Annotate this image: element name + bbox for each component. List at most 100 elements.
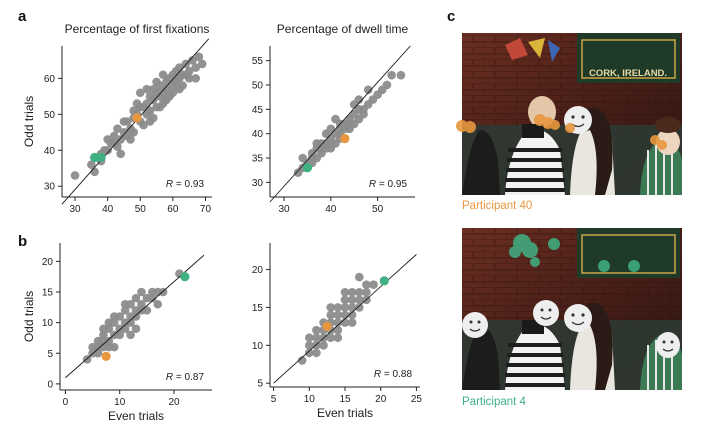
- data-point: [145, 117, 155, 126]
- r-value: = 0.95: [376, 179, 407, 190]
- y-tick-label: 50: [252, 80, 264, 91]
- data-point: [99, 330, 108, 340]
- bar-sign-text: CORK, IRELAND.: [589, 68, 667, 79]
- data-point: [99, 324, 108, 334]
- data-point: [184, 66, 194, 76]
- highlight-point: [132, 113, 142, 123]
- data-point: [137, 299, 146, 309]
- data-point: [109, 312, 119, 321]
- highlight-point: [96, 152, 106, 163]
- data-point: [87, 160, 96, 169]
- data-point: [326, 310, 336, 320]
- highlight-point: [101, 351, 111, 361]
- y-tick-label: 30: [252, 178, 264, 189]
- data-point: [149, 95, 158, 105]
- data-point: [312, 348, 321, 358]
- y-tick-label: 55: [252, 56, 264, 67]
- data-point: [126, 330, 135, 340]
- data-point: [184, 74, 194, 83]
- y-tick-label: 5: [257, 379, 263, 390]
- scatter-first-fixations: 30 40 50 60 70 30 40 50 60 Percentage of first fi…: [22, 22, 212, 215]
- panel-letter-c: c: [447, 8, 455, 25]
- data-point: [126, 135, 135, 144]
- data-point: [326, 333, 336, 343]
- data-point: [188, 56, 197, 65]
- y-tick-label: 30: [44, 182, 56, 193]
- y-tick-label: 40: [44, 146, 56, 157]
- y-tick-label: 0: [47, 379, 53, 390]
- data-point: [147, 293, 157, 303]
- x-tick-label: 20: [168, 397, 180, 408]
- x-tick-label: 30: [69, 204, 81, 215]
- x-tick-label: 40: [102, 204, 114, 215]
- data-point: [354, 303, 364, 312]
- highlight-point: [340, 133, 350, 144]
- data-point: [359, 109, 368, 119]
- highlight-point: [90, 152, 100, 163]
- y-tick-label: 15: [42, 288, 54, 299]
- data-point: [319, 341, 328, 350]
- data-point: [304, 333, 314, 343]
- y-tick-label: 20: [252, 265, 264, 276]
- data-point: [175, 84, 184, 94]
- data-point: [137, 287, 146, 297]
- data-point: [194, 52, 204, 62]
- data-point: [168, 88, 178, 98]
- r-value: = 0.88: [381, 369, 412, 380]
- data-point: [340, 295, 350, 305]
- data-point: [135, 88, 145, 98]
- x-tick-label: 10: [304, 394, 316, 405]
- y-axis-label: Odd trials: [22, 96, 36, 147]
- data-point: [132, 99, 142, 108]
- data-point: [197, 59, 207, 69]
- y-tick-label: 50: [44, 110, 56, 121]
- highlight-point: [180, 272, 190, 282]
- data-point: [297, 356, 307, 365]
- y-tick-label: 15: [252, 303, 264, 314]
- bar-sign: [577, 33, 680, 83]
- y-tick-label: 45: [252, 105, 264, 116]
- data-point: [347, 295, 357, 305]
- x-tick-label: 50: [135, 204, 147, 215]
- caption-participant-40: Participant 40: [462, 200, 533, 212]
- data-point: [152, 77, 161, 87]
- x-tick-label: 5: [271, 394, 277, 405]
- caption-participant-4: Participant 4: [462, 396, 526, 408]
- r-symbol: R: [369, 179, 376, 190]
- data-point: [90, 167, 99, 177]
- data-point: [109, 342, 119, 352]
- r-symbol: R: [166, 372, 173, 383]
- data-point: [178, 70, 187, 80]
- x-tick-label: 10: [114, 397, 126, 408]
- data-point: [139, 120, 148, 130]
- bar-sign: [577, 228, 680, 278]
- data-point: [347, 303, 357, 312]
- data-point: [312, 325, 321, 335]
- data-point: [116, 135, 125, 144]
- y-tick-label: 40: [252, 129, 264, 140]
- panel-letter-a: a: [18, 8, 27, 25]
- data-point: [149, 84, 158, 94]
- data-point: [113, 124, 122, 133]
- x-tick-label: 30: [278, 204, 290, 215]
- data-point: [333, 310, 343, 320]
- data-point: [104, 318, 114, 327]
- y-axis-label: Odd trials: [22, 291, 36, 342]
- chart-title: Percentage of dwell time: [277, 22, 409, 36]
- r-symbol: R: [166, 179, 173, 190]
- x-tick-label: 40: [325, 204, 337, 215]
- scatter-dwell-time: 30 40 50 30 35 40 45 50 55 Percentage of dwell ti…: [252, 22, 415, 215]
- chart-title: Percentage of first fixations: [65, 22, 210, 36]
- data-point: [191, 63, 200, 72]
- data-point: [326, 303, 336, 312]
- x-tick-label: 50: [372, 204, 384, 215]
- data-point: [119, 117, 129, 126]
- data-point: [116, 149, 125, 159]
- y-tick-label: 35: [252, 154, 264, 165]
- x-axis-label: Even trials: [108, 409, 164, 423]
- data-point: [103, 145, 112, 155]
- data-point: [354, 287, 364, 297]
- data-point: [382, 80, 392, 90]
